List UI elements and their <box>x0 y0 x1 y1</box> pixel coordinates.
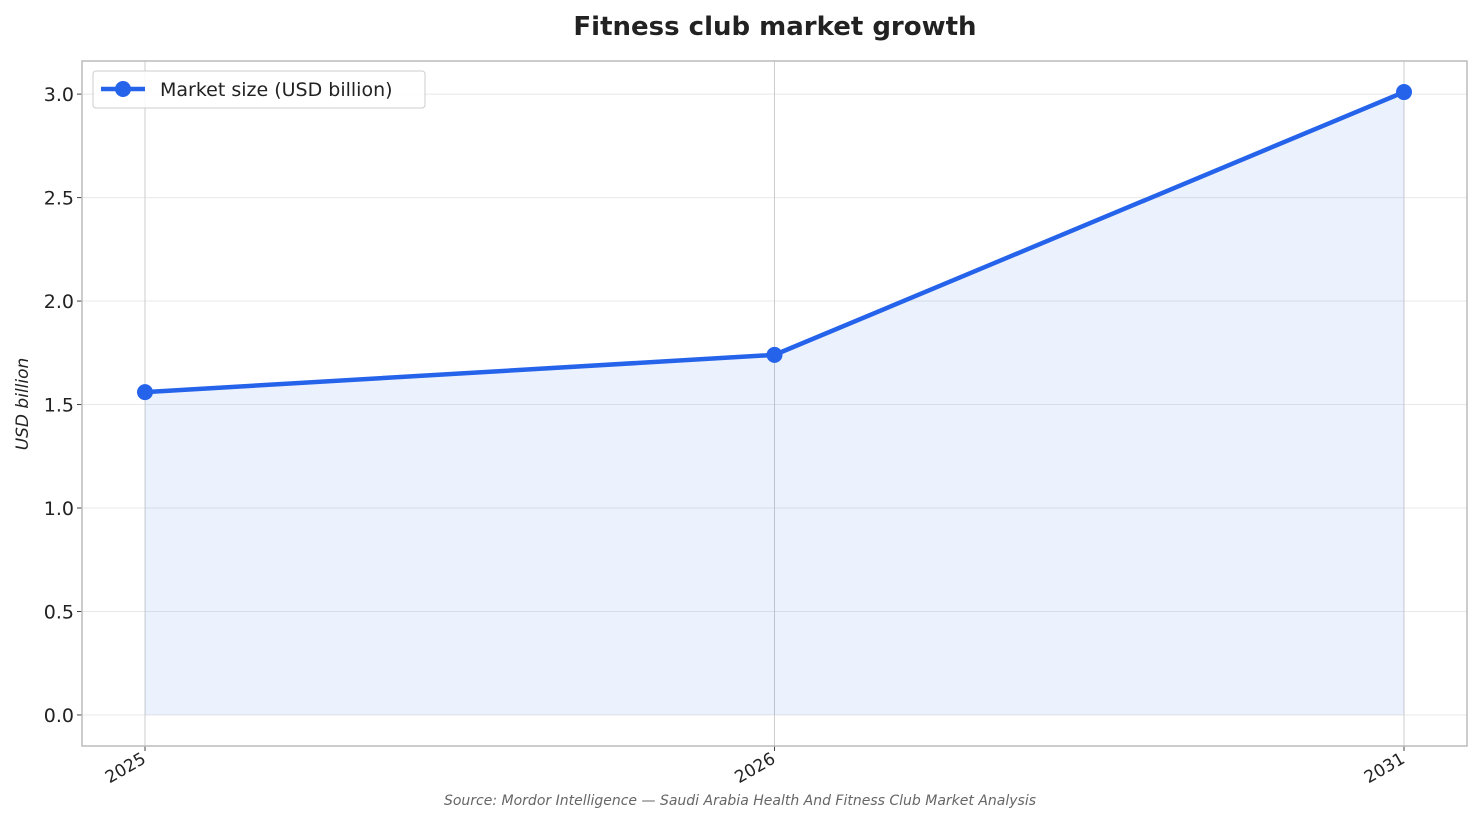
y-tick-label: 1.5 <box>44 395 74 417</box>
area <box>145 92 1404 715</box>
y-tick-label: 2.5 <box>44 188 74 210</box>
legend-label: Market size (USD billion) <box>160 79 393 101</box>
y-tick-label: 3.0 <box>44 84 74 106</box>
source-note: Source: Mordor Intelligence — Saudi Arab… <box>444 793 1036 809</box>
point <box>137 384 153 401</box>
y-tick-label: 2.0 <box>44 291 74 313</box>
y-axis-label: USD billion <box>13 358 33 451</box>
point <box>766 346 783 363</box>
y-tick-label: 0.0 <box>44 705 74 727</box>
legend-box <box>92 70 426 109</box>
plot-frame <box>81 60 1468 747</box>
point <box>1396 84 1412 101</box>
legend: Market size (USD billion) <box>92 70 426 109</box>
y-tick-label: 1.0 <box>44 498 74 520</box>
chart-title: Fitness club market growth <box>573 12 976 42</box>
legend-marker <box>115 81 131 97</box>
y-tick-label: 0.5 <box>44 601 74 623</box>
